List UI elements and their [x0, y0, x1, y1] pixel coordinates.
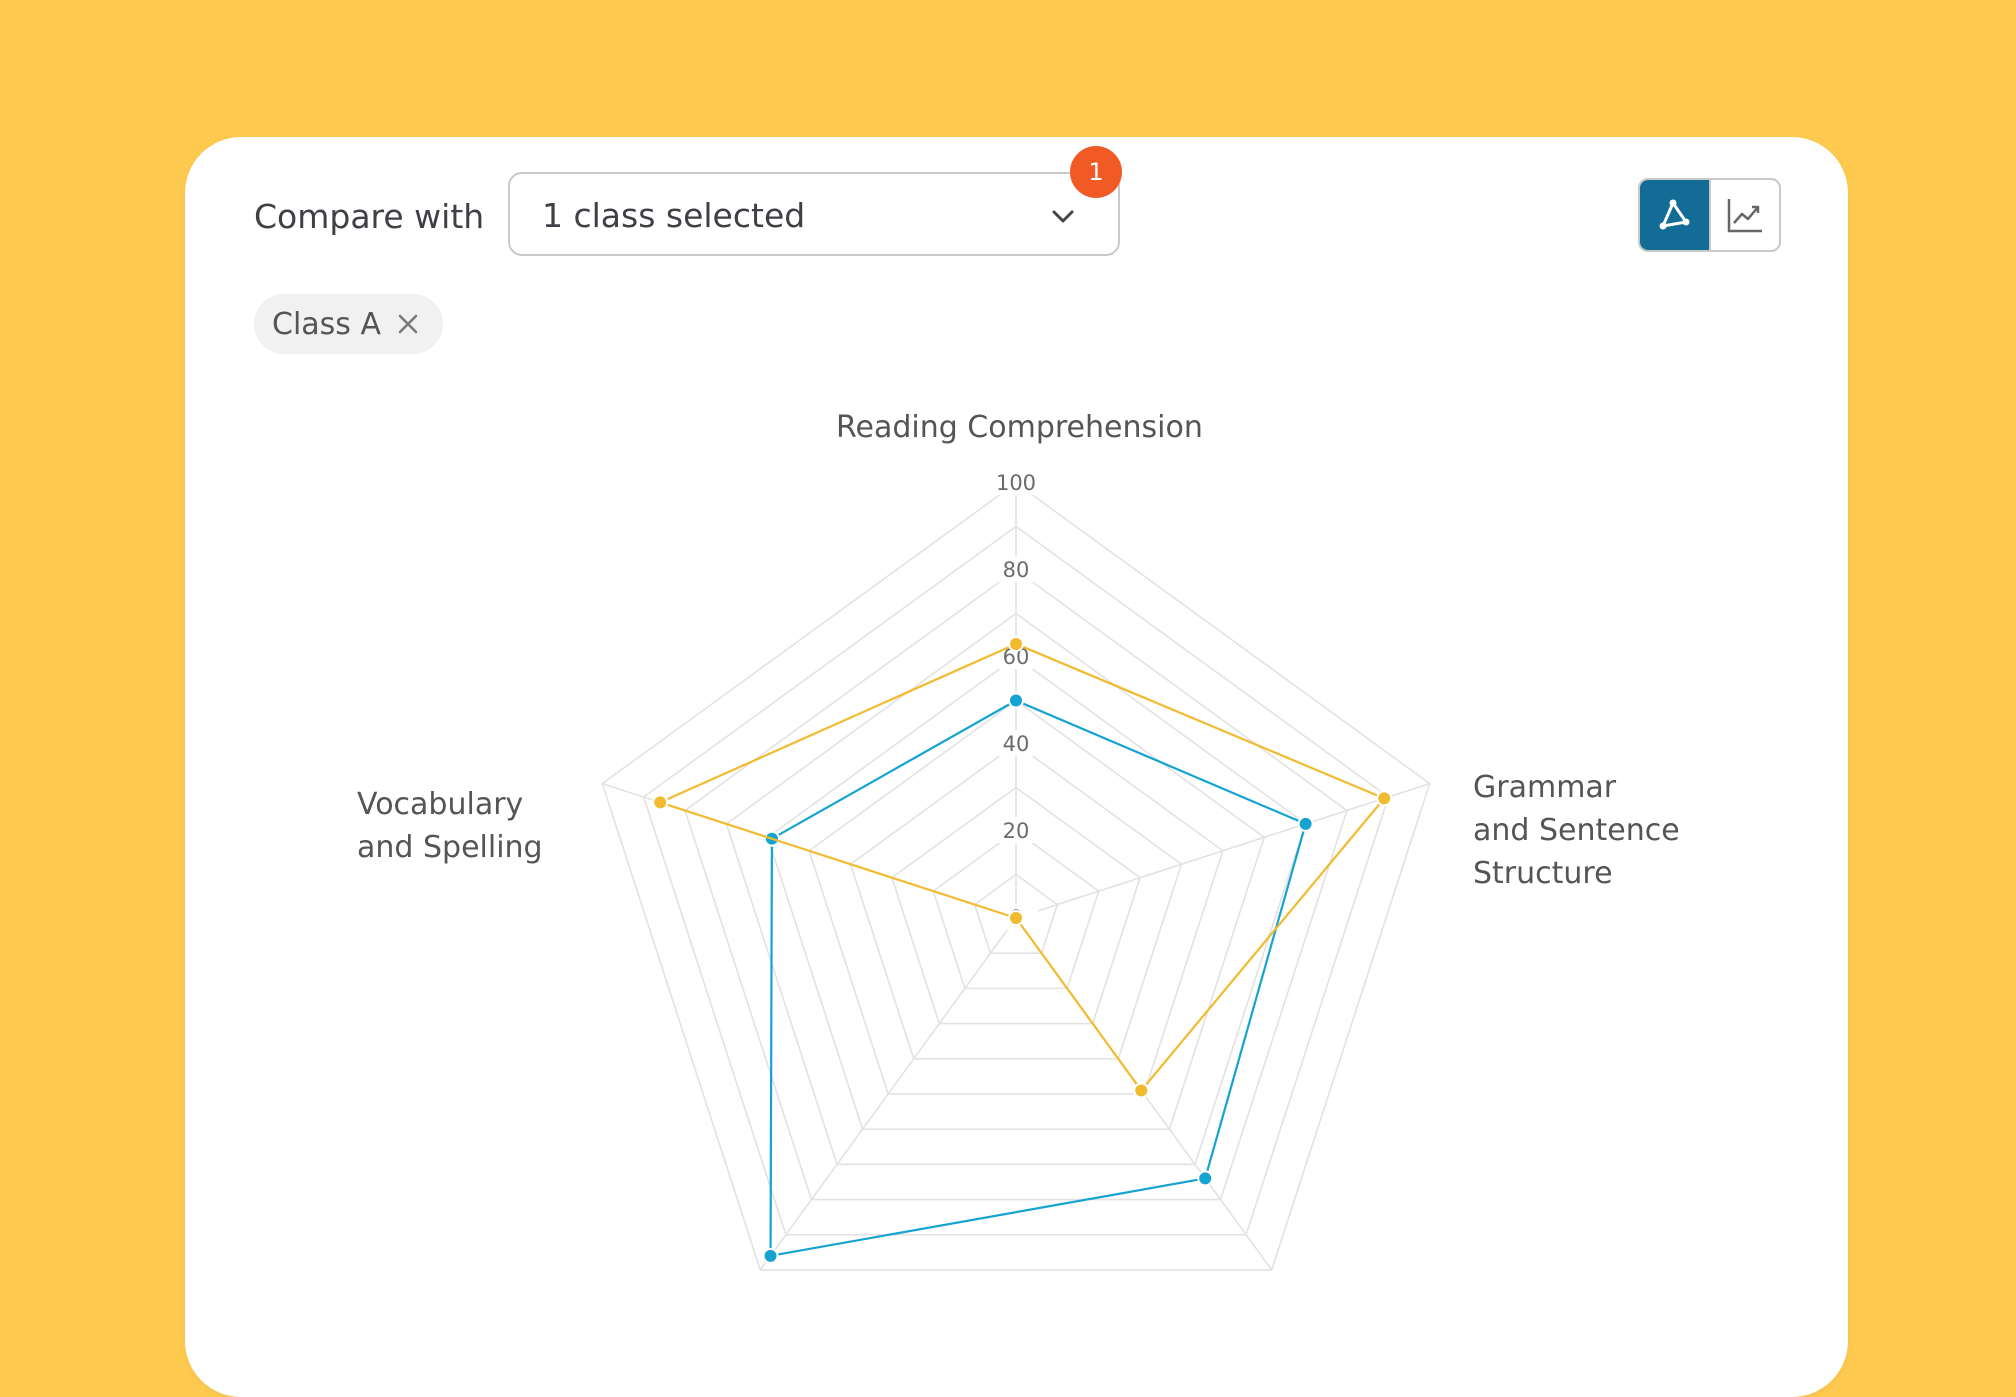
class-select-value: 1 class selected	[542, 196, 806, 235]
radar-view-button[interactable]	[1640, 180, 1709, 250]
chevron-down-icon	[1052, 210, 1074, 223]
axis-label-vocabulary: Vocabulary and Spelling	[357, 787, 543, 865]
class-chip-label: Class A	[272, 306, 381, 342]
close-icon[interactable]	[397, 313, 419, 335]
compare-with-label: Compare with	[254, 197, 485, 236]
axis-label-reading-comprehension: Reading Comprehension	[836, 410, 1203, 445]
selected-count-badge: 1	[1070, 146, 1122, 198]
line-chart-icon	[1727, 199, 1762, 233]
line-view-button[interactable]	[1708, 180, 1780, 250]
radar-chart-icon	[1659, 199, 1690, 230]
axis-label-grammar: Grammar and Sentence Structure	[1473, 770, 1680, 891]
class-chip: Class A	[254, 294, 443, 354]
class-select-dropdown[interactable]: 1 class selected	[508, 172, 1120, 256]
view-toggle	[1638, 178, 1781, 252]
